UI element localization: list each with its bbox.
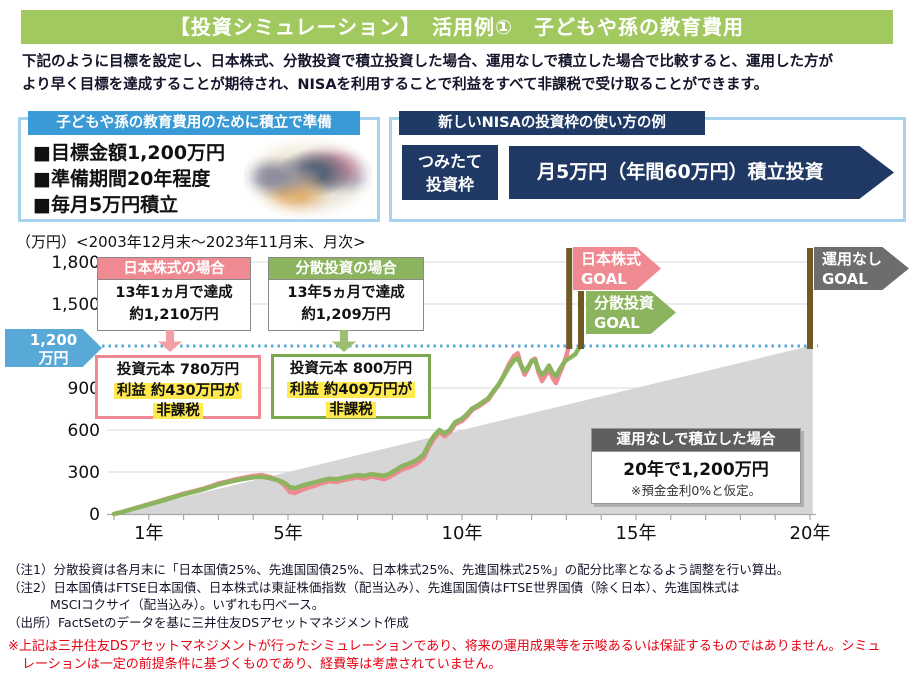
family-photo [244, 136, 372, 218]
goal-bullet-amount: ■目標金額1,200万円 [33, 142, 226, 164]
chart-unit-label: （万円） [16, 233, 77, 251]
chart-period-label: <2003年12月末～2023年11月末、月次> [76, 233, 366, 251]
x-axis-label: 1年 [134, 523, 163, 544]
y-axis-label: 900 [68, 379, 100, 399]
callout-diversified: 分散投資の場合 13年5ヵ月で達成 約1,209万円 [268, 257, 424, 331]
taxfree-diversified: 非課税 [326, 402, 376, 419]
y-axis-label: 0 [89, 505, 100, 525]
footnote-1: （注1）分散投資は各月末に「日本国債25%、先進国国債25%、日本株式25%、先… [8, 562, 790, 577]
callout-diversified-header: 分散投資の場合 [268, 257, 424, 280]
x-axis-label: 5年 [273, 523, 302, 544]
investment-plan-arrow: 月5万円（年間60万円）積立投資 [509, 146, 894, 199]
footnotes: （注1）分散投資は各月末に「日本国債25%、先進国国債25%、日本株式25%、先… [8, 561, 789, 631]
page-title: 【投資シミュレーション】 活用例① 子どもや孫の教育費用 [21, 10, 893, 44]
principal-box-diversified: 投資元本 800万円 利益 約409万円が 非課税 [271, 354, 431, 419]
intro-line-2: より早く目標を達成することが期待され、NISAを利用することで利益をすべて非課税… [22, 77, 769, 93]
disclaimer-line1: ※上記は三井住友DSアセットマネジメントが行ったシミュレーションであり、将来の運… [8, 639, 881, 654]
series-line-分散投資 [111, 342, 584, 517]
callout-diversified-achieve: 13年5ヵ月で達成 [287, 285, 405, 301]
goal-amount-badge: 1,200 万円 [5, 329, 102, 367]
footnote-2-line1: （注2）日本国債はFTSE日本国債、日本株式は東証株価指数（配当込み）、先進国国… [8, 579, 740, 595]
x-axis-label: 10年 [442, 523, 483, 544]
goal-box-header: 子どもや孫の教育費用のために積立で準備 [28, 111, 360, 135]
y-axis-label: 1,500 [51, 295, 100, 315]
callout-diversified-amount: 約1,209万円 [301, 307, 391, 324]
no-invest-amount: 20年で1,200万円 [623, 460, 769, 480]
principal-box-japan: 投資元本 780万円 利益 約430万円が 非課税 [95, 355, 261, 420]
callout-japan-achieve: 13年1ヵ月で達成 [115, 285, 233, 301]
principal-diversified: 投資元本 800万円 [289, 361, 413, 377]
goal-bullet-period: ■準備期間20年程度 [33, 168, 211, 190]
footnote-2-line2: MSCIコクサイ（配当込み）。いずれも円ベース。 [50, 597, 325, 612]
no-invest-assumption: ※預金金利0%と仮定。 [630, 483, 762, 498]
callout-japan-amount: 約1,210万円 [129, 307, 219, 324]
callout-japan-header: 日本株式の場合 [97, 257, 251, 280]
profit-diversified: 利益 約409万円が [286, 381, 416, 398]
nisa-box-header: 新しいNISAの投資枠の使い方の例 [399, 111, 705, 135]
tsumitate-frame-label: つみたて 投資枠 [402, 145, 498, 200]
y-axis-label: 600 [68, 421, 100, 441]
y-axis-label: 300 [68, 463, 100, 483]
disclaimer-line2: レーションは一定の前提条件に基づくものであり、経費等は考慮されていません。 [22, 657, 502, 672]
no-invest-header: 運用なしで積立した場合 [591, 428, 801, 452]
x-axis-label: 20年 [790, 523, 831, 544]
intro-line-1: 下記のように目標を設定し、日本株式、分散投資で積立投資した場合、運用なしで積立し… [22, 54, 833, 70]
y-axis-label: 1,800 [51, 253, 100, 273]
taxfree-japan: 非課税 [153, 403, 203, 420]
goal-bullet-monthly: ■毎月5万円積立 [33, 194, 179, 216]
disclaimer: ※上記は三井住友DSアセットマネジメントが行ったシミュレーションであり、将来の運… [8, 638, 880, 674]
callout-japan-equity: 日本株式の場合 13年1ヵ月で達成 約1,210万円 [97, 257, 251, 331]
principal-japan: 投資元本 780万円 [116, 362, 240, 378]
goal-bullet-list: ■目標金額1,200万円 ■準備期間20年程度 ■毎月5万円積立 [33, 140, 225, 218]
no-invest-info-box: 運用なしで積立した場合 20年で1,200万円 ※預金金利0%と仮定。 [591, 428, 801, 504]
footnote-source: （出所）FactSetのデータを基に三井住友DSアセットマネジメント作成 [8, 614, 409, 630]
x-axis-label: 15年 [616, 523, 657, 544]
profit-japan: 利益 約430万円が [113, 382, 243, 399]
